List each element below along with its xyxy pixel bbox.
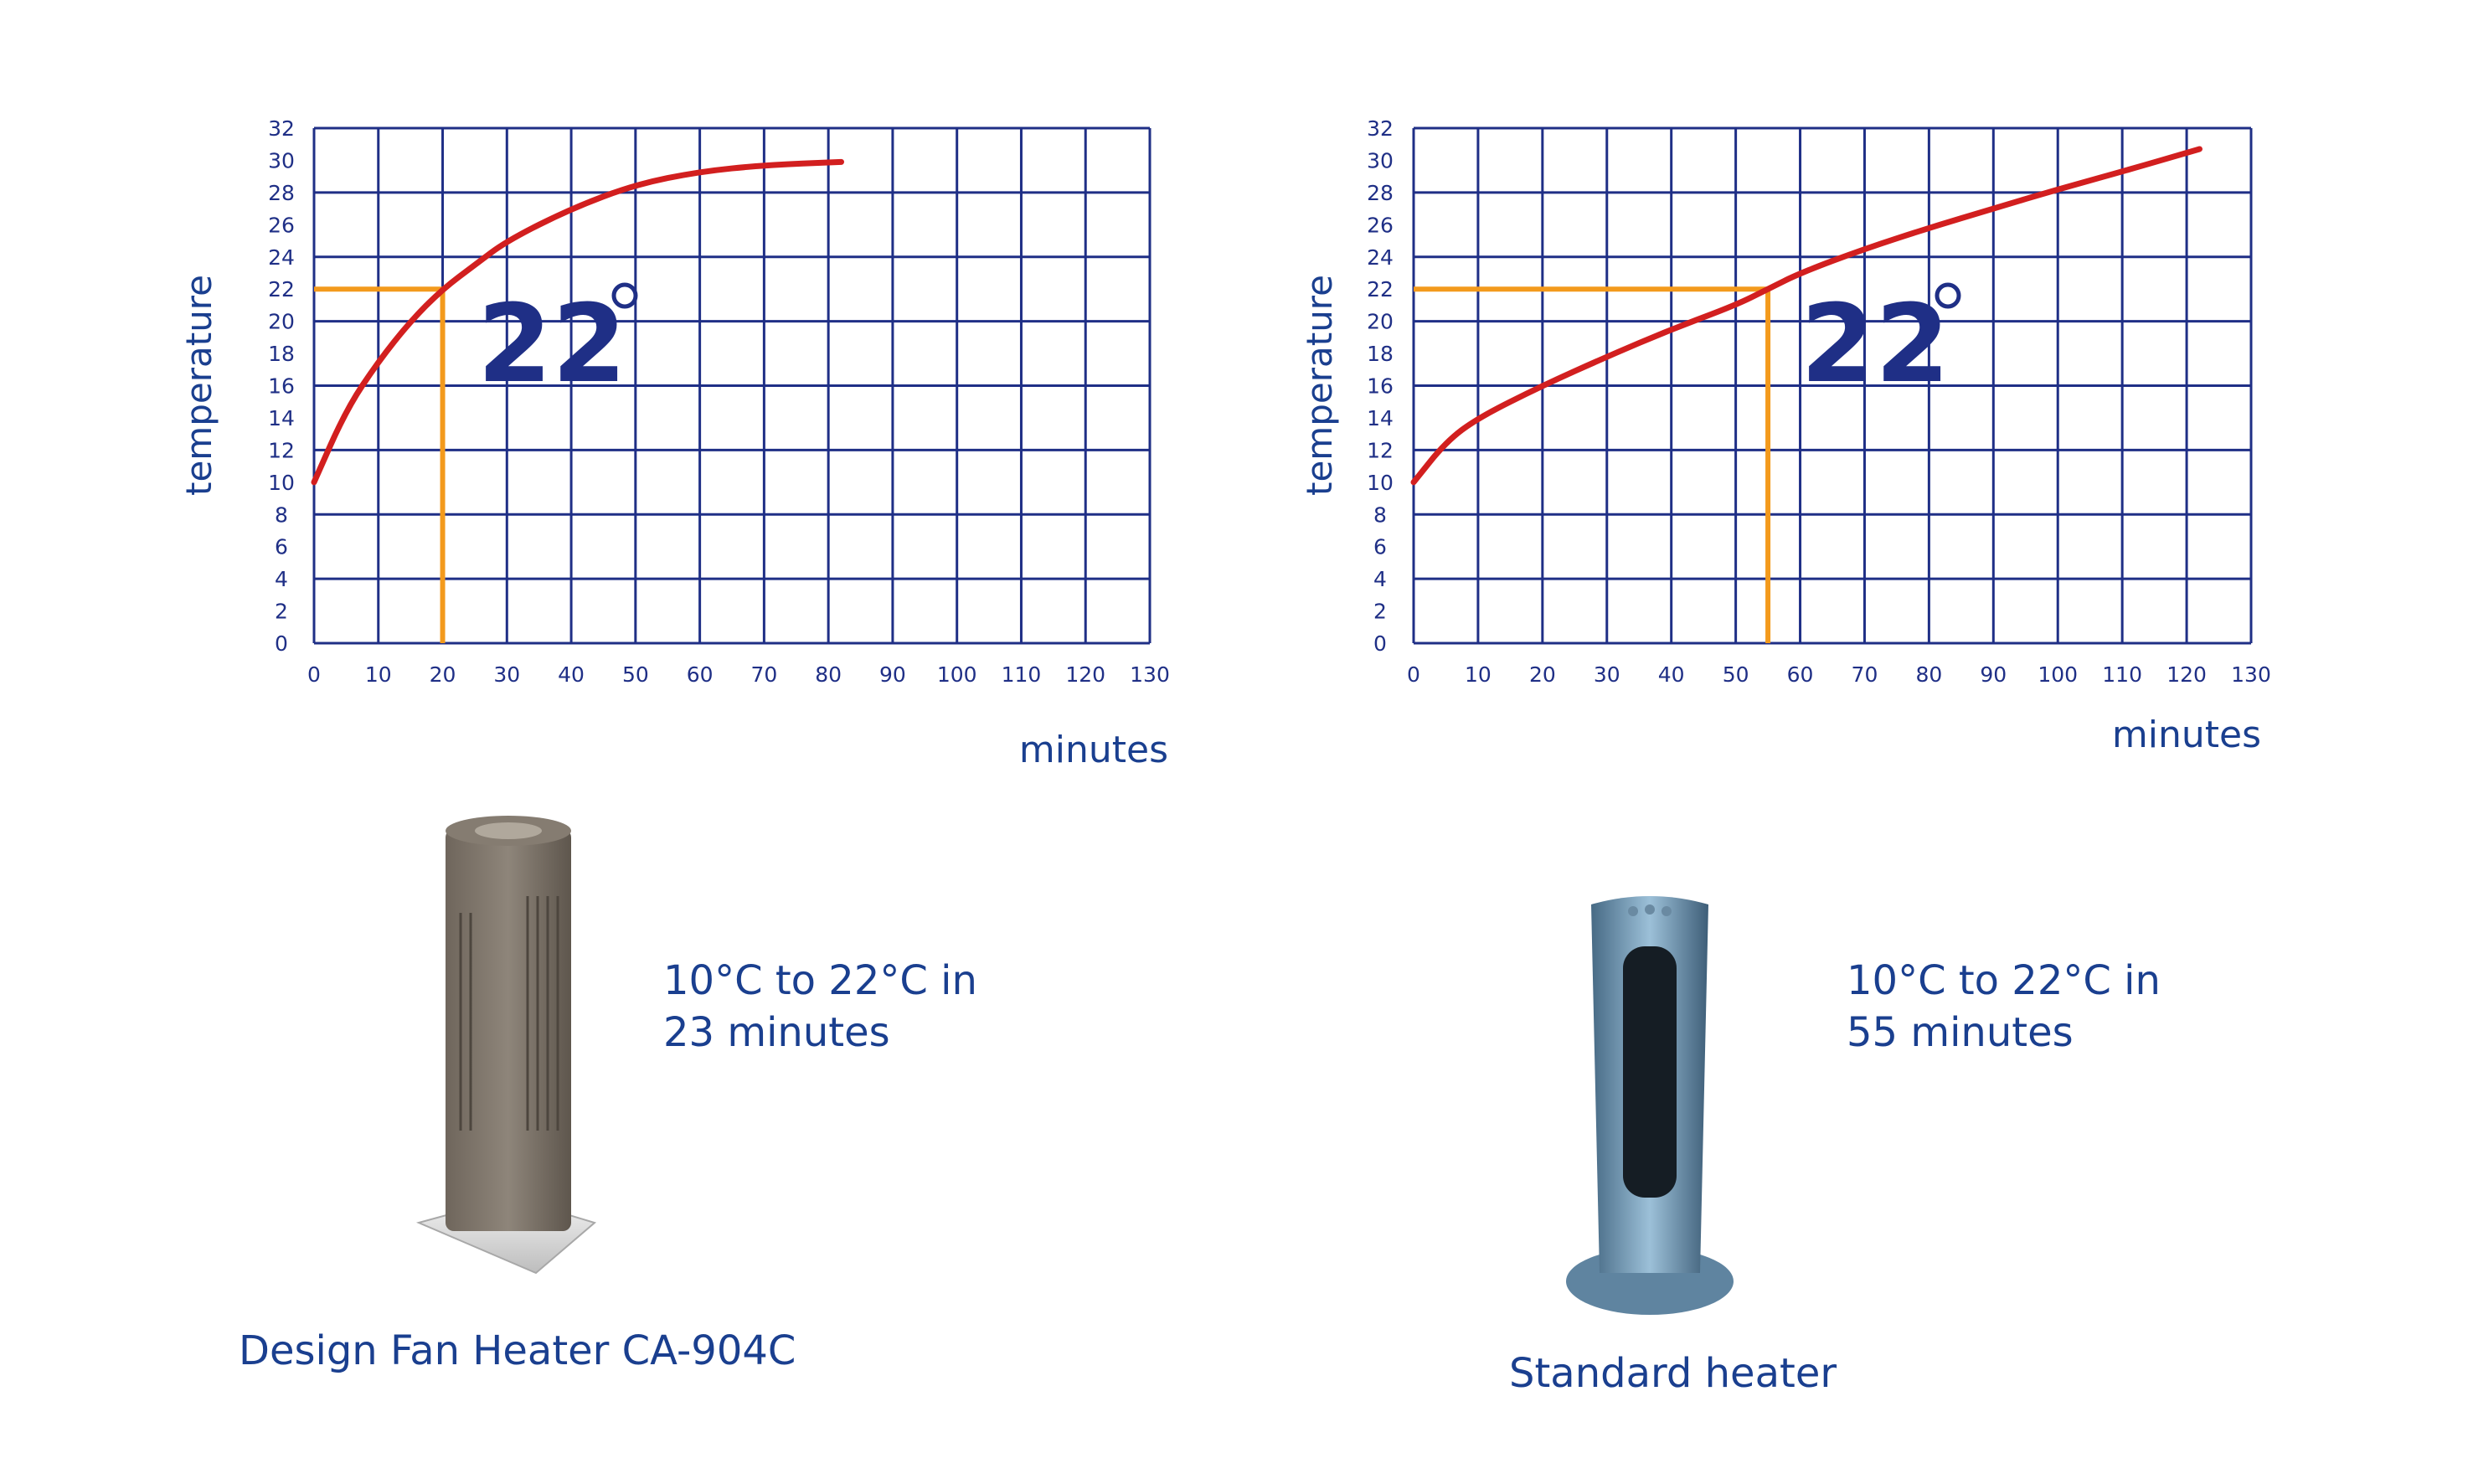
x-tick-label: 30 — [493, 662, 520, 687]
temperature-curve — [311, 158, 845, 486]
caption-line-1: 10°C to 22°C in — [1847, 957, 2161, 1004]
y-tick-label: 14 — [1367, 406, 1394, 430]
y-tick-label: 12 — [268, 438, 295, 462]
y-axis-label: temperature — [1299, 275, 1340, 496]
design-fan-heater-image — [415, 816, 597, 1275]
y-tick-label: 28 — [268, 181, 295, 205]
x-tick-label: 120 — [2166, 662, 2207, 687]
product-name-standard-heater: Standard heater — [1509, 1350, 1837, 1397]
y-tick-label: 20 — [268, 310, 295, 334]
y-tick-label: 26 — [1367, 213, 1394, 237]
x-tick-label: 10 — [365, 662, 392, 687]
caption-standard-heater: 10°C to 22°C in 55 minutes — [1847, 955, 2161, 1059]
temperature-curve — [1410, 146, 2203, 486]
y-tick-label: 16 — [268, 374, 295, 399]
y-tick-label: 22 — [1367, 277, 1394, 301]
degree-icon — [611, 282, 638, 309]
y-tick-label: 26 — [268, 213, 295, 237]
y-tick-label: 22 — [268, 277, 295, 301]
x-tick-label: 0 — [1407, 662, 1420, 687]
x-tick-label: 20 — [1529, 662, 1556, 687]
y-tick-label: 30 — [268, 148, 295, 173]
annotation-temperature: 22 — [477, 282, 626, 407]
chart-fast-heater: 0 10 20 30 40 50 60 70 80 90 100 110 120 130024681012… — [178, 116, 1170, 771]
x-tick-label: 50 — [1723, 662, 1749, 687]
y-tick-label: 32 — [1367, 116, 1394, 141]
x-tick-label: 80 — [1915, 662, 1942, 687]
x-tick-label: 70 — [750, 662, 777, 687]
y-tick-label: 4 — [1373, 567, 1387, 591]
y-tick-label: 2 — [275, 600, 288, 624]
x-tick-label: 100 — [937, 662, 977, 687]
x-tick-label: 70 — [1852, 662, 1878, 687]
chart-standard-heater: 0 10 20 30 40 50 60 70 80 90 100 110 120 130024681012… — [1299, 116, 2271, 756]
y-tick-label: 10 — [268, 471, 295, 495]
y-tick-label: 0 — [1373, 631, 1387, 656]
product-name-fast-heater: Design Fan Heater CA-904C — [239, 1327, 796, 1374]
x-tick-label: 110 — [2102, 662, 2142, 687]
y-axis-label: temperature — [178, 275, 219, 496]
x-axis-label: minutes — [1019, 729, 1168, 771]
y-tick-label: 18 — [1367, 342, 1394, 366]
x-tick-label: 60 — [1787, 662, 1814, 687]
y-tick-label: 32 — [268, 116, 295, 141]
x-tick-label: 110 — [1002, 662, 1042, 687]
x-tick-label: 100 — [2038, 662, 2078, 687]
x-tick-label: 20 — [430, 662, 456, 687]
x-tick-label: 40 — [558, 662, 585, 687]
x-tick-label: 120 — [1065, 662, 1105, 687]
reference-line — [1414, 286, 1771, 643]
x-tick-label: 40 — [1658, 662, 1685, 687]
y-tick-label: 18 — [268, 342, 295, 366]
x-axis-label: minutes — [2112, 714, 2261, 756]
annotation-temperature: 22 — [1801, 282, 1950, 407]
y-tick-label: 6 — [1373, 535, 1387, 559]
caption-line-2: 23 minutes — [663, 1009, 890, 1056]
y-tick-label: 14 — [268, 406, 295, 430]
y-tick-label: 24 — [268, 245, 295, 270]
y-tick-label: 12 — [1367, 438, 1394, 462]
y-tick-label: 30 — [1367, 148, 1394, 173]
x-tick-label: 10 — [1465, 662, 1492, 687]
y-tick-label: 8 — [1373, 502, 1387, 527]
y-tick-label: 16 — [1367, 374, 1394, 399]
caption-fast-heater: 10°C to 22°C in 23 minutes — [663, 955, 977, 1059]
x-tick-label: 130 — [2231, 662, 2271, 687]
y-tick-label: 2 — [1373, 600, 1387, 624]
x-tick-label: 30 — [1594, 662, 1620, 687]
y-tick-label: 28 — [1367, 181, 1394, 205]
y-tick-label: 20 — [1367, 310, 1394, 334]
x-tick-label: 60 — [687, 662, 714, 687]
x-tick-label: 90 — [879, 662, 906, 687]
x-tick-label: 90 — [1980, 662, 2007, 687]
y-tick-label: 24 — [1367, 245, 1394, 270]
x-tick-label: 80 — [815, 662, 842, 687]
x-tick-label: 130 — [1130, 662, 1170, 687]
y-tick-label: 8 — [275, 502, 288, 527]
x-tick-label: 0 — [307, 662, 321, 687]
degree-icon — [1935, 282, 1961, 309]
caption-line-2: 55 minutes — [1847, 1009, 2074, 1056]
y-tick-label: 6 — [275, 535, 288, 559]
y-tick-label: 4 — [275, 567, 288, 591]
x-tick-label: 50 — [622, 662, 649, 687]
y-tick-label: 0 — [275, 631, 288, 656]
y-tick-label: 10 — [1367, 471, 1394, 495]
standard-heater-image — [1566, 896, 1734, 1315]
caption-line-1: 10°C to 22°C in — [663, 957, 977, 1004]
